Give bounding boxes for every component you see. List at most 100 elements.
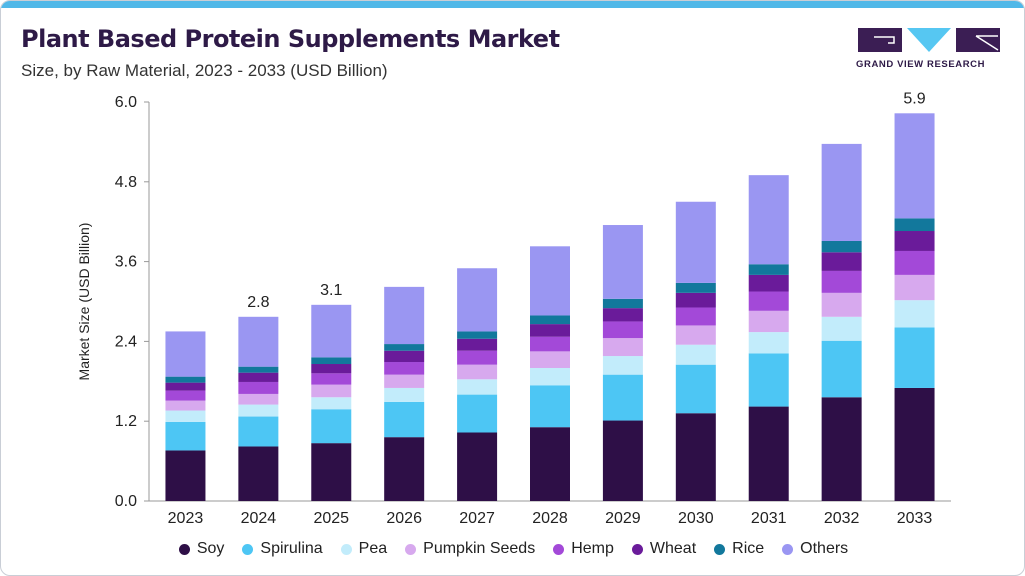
bar-segment-rice — [238, 366, 279, 373]
x-tick-label: 2032 — [824, 510, 860, 527]
bar-segment-others — [748, 175, 789, 265]
bar-segment-spirulina — [894, 327, 935, 388]
chart-subtitle: Size, by Raw Material, 2023 - 2033 (USD … — [21, 61, 388, 80]
bar-segment-wheat — [821, 252, 862, 271]
bar-segment-spirulina — [530, 385, 570, 428]
bar-segment-pea — [384, 387, 425, 402]
legend-label: Soy — [196, 540, 225, 557]
x-tick-label: 2028 — [532, 510, 568, 527]
legend-item: Rice — [714, 540, 764, 558]
y-tick-label: 1.2 — [115, 413, 137, 430]
bar-segment-pea — [675, 344, 716, 365]
top-accent-bar — [1, 1, 1024, 8]
bar-segment-others — [530, 246, 570, 316]
bar-segment-spirulina — [238, 416, 279, 447]
y-tick-label: 4.8 — [115, 174, 137, 191]
legend-item: Others — [782, 540, 848, 558]
legend-item: Soy — [178, 540, 225, 558]
bar-segment-hemp — [238, 381, 279, 394]
bar-segment-pea — [821, 316, 862, 341]
legend-item: Pumpkin Seeds — [405, 540, 535, 558]
bar-segment-spirulina — [165, 421, 206, 451]
legend-swatch — [242, 543, 254, 555]
y-tick-label: 6.0 — [115, 94, 137, 111]
y-tick-label: 0.0 — [115, 493, 137, 510]
bar-segment-hemp — [311, 373, 352, 385]
legend-swatch — [405, 543, 417, 555]
bar-segment-hemp — [894, 250, 935, 275]
bar-segment-spirulina — [748, 353, 789, 407]
bar-segment-pea — [530, 368, 570, 386]
x-tick-label: 2029 — [605, 510, 641, 527]
bar-segment-others — [238, 316, 279, 367]
bar-segment-rice — [821, 240, 862, 253]
bar-segment-soy — [311, 443, 352, 501]
bar-total-label: 3.1 — [320, 282, 342, 299]
bar-segment-soy — [602, 420, 643, 501]
legend-swatch — [714, 543, 726, 555]
bar-segment-wheat — [384, 350, 425, 363]
bar-segment-hemp — [384, 362, 425, 375]
legend-swatch — [178, 543, 190, 555]
bar-segment-hemp — [675, 307, 716, 326]
bar-segment-soy — [384, 437, 425, 501]
bar-segment-others — [675, 201, 716, 283]
bar-segment-hemp — [530, 336, 570, 352]
legend-label: Pumpkin Seeds — [423, 540, 536, 557]
bar-segment-pea — [457, 379, 498, 395]
legend-swatch — [631, 543, 643, 555]
gvr-logo-mark — [858, 28, 1000, 52]
bar-segment-pumpkin-seeds — [238, 393, 279, 405]
bar-segment-others — [165, 331, 206, 377]
bar-segment-wheat — [894, 231, 935, 251]
y-tick-label: 2.4 — [115, 333, 137, 350]
bar-segment-soy — [821, 397, 862, 501]
bar-segment-wheat — [165, 382, 206, 391]
bar-segment-rice — [602, 298, 643, 309]
bar-segment-pumpkin-seeds — [894, 274, 935, 301]
bar-segment-hemp — [748, 291, 789, 311]
chart-legend: Soy Spirulina Pea Pumpkin Seeds Hemp Wheat Ric… — [1, 538, 1024, 560]
bar-segment-hemp — [165, 390, 206, 401]
bar-segment-pea — [238, 404, 279, 417]
legend-item: Wheat — [631, 540, 697, 558]
bar-segment-spirulina — [602, 374, 643, 421]
bar-segment-soy — [165, 450, 206, 501]
legend-item: Pea — [340, 540, 388, 558]
chart-title: Plant Based Protein Supplements Market — [21, 25, 560, 53]
legend-swatch — [553, 543, 565, 555]
x-tick-label: 2030 — [678, 510, 714, 527]
legend-label: Wheat — [649, 540, 697, 557]
bar-segment-rice — [748, 264, 789, 275]
bar-segment-wheat — [675, 292, 716, 308]
bar-segment-spirulina — [675, 364, 716, 414]
legend-label: Pea — [358, 540, 388, 557]
bar-segment-spirulina — [821, 340, 862, 398]
bar-segment-pea — [894, 300, 935, 328]
bar-segment-soy — [530, 427, 570, 501]
legend-label: Hemp — [571, 540, 614, 557]
bar-segment-hemp — [821, 270, 862, 293]
x-tick-label: 2033 — [897, 510, 933, 527]
bar-segment-rice — [530, 315, 570, 325]
bar-segment-hemp — [602, 321, 643, 339]
bar-segment-rice — [457, 331, 498, 339]
bar-segment-others — [821, 143, 862, 241]
bar-segment-pumpkin-seeds — [165, 400, 206, 411]
bar-segment-wheat — [238, 372, 279, 382]
bar-total-label: 2.8 — [247, 294, 269, 311]
bar-segment-pumpkin-seeds — [675, 325, 716, 345]
bar-segment-pumpkin-seeds — [384, 374, 425, 388]
bar-segment-pumpkin-seeds — [602, 338, 643, 357]
bar-segment-rice — [165, 376, 206, 383]
bar-segment-soy — [894, 387, 935, 501]
bar-segment-pea — [602, 356, 643, 375]
bar-segment-others — [384, 286, 425, 345]
bar-segment-wheat — [457, 338, 498, 351]
bar-segment-hemp — [457, 350, 498, 365]
legend-item: Spirulina — [242, 540, 323, 558]
bar-segment-spirulina — [384, 401, 425, 438]
x-tick-label: 2031 — [751, 510, 787, 527]
bar-segment-pumpkin-seeds — [311, 384, 352, 398]
